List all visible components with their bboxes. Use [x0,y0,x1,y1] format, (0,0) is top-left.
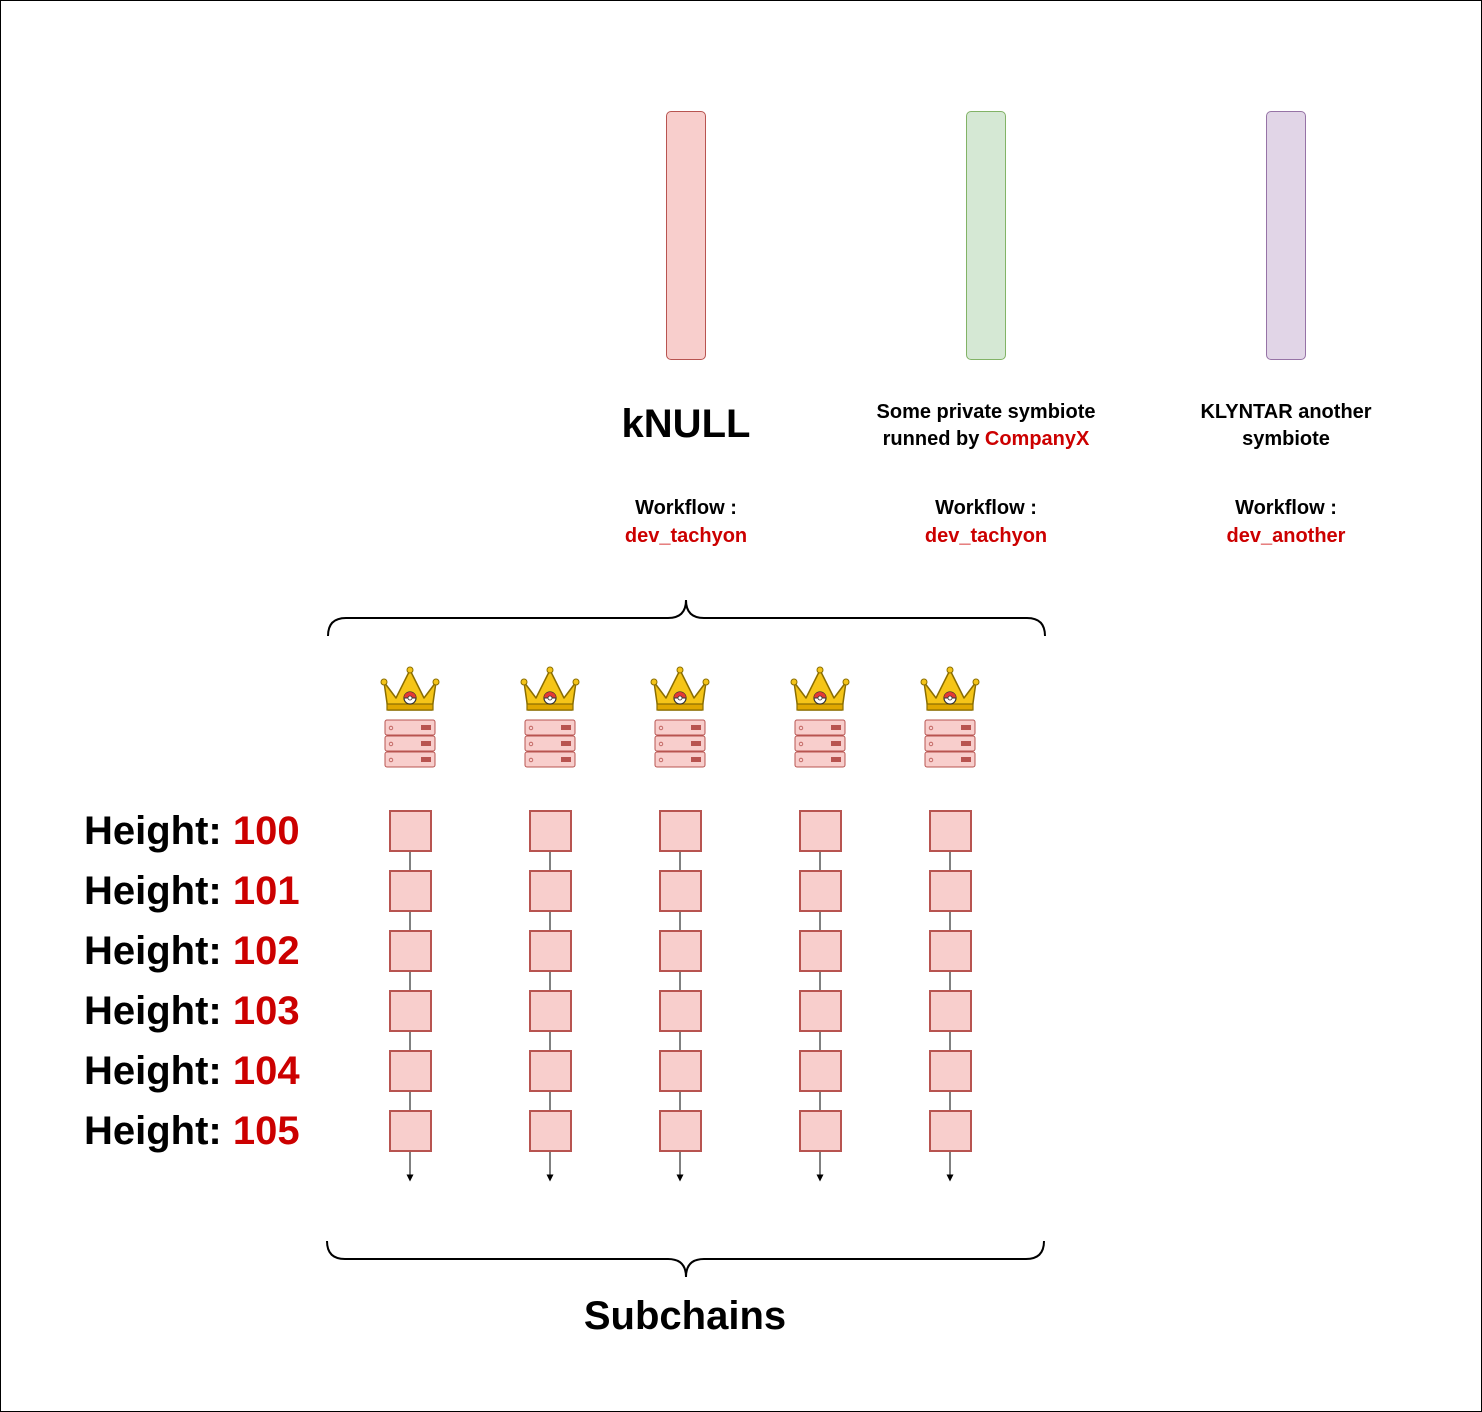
height-label-row: Height: 103 [84,991,300,1031]
crown-icon [380,666,440,711]
block [389,870,432,912]
subchain-column [650,666,710,1182]
block [389,930,432,972]
crown-icon [790,666,850,711]
height-label: Height: [84,1109,233,1153]
block [529,990,572,1032]
symbiote-title-private-line2: runned by CompanyX [856,426,1116,453]
symbiote-title-knull: kNULL [621,402,751,446]
height-value: 105 [232,1109,300,1153]
block [799,930,842,972]
block [659,870,702,912]
symbiote-title-another-line1: KLYNTAR another [1200,401,1372,423]
height-label: Height: [84,1049,233,1093]
height-label-row: Height: 104 [84,1051,300,1091]
block [529,810,572,852]
subchain-column [380,666,440,1182]
crown-icon [920,666,980,711]
block [529,870,572,912]
subchain-column [920,666,980,1182]
block [389,990,432,1032]
workflow-another: Workflow : dev_another [1166,494,1406,550]
height-value: 102 [232,929,300,973]
server-rack-icon [924,719,976,768]
crown-icon [520,666,580,711]
height-label: Height: [84,989,233,1033]
block [529,1110,572,1152]
subchains-caption: Subchains [583,1294,787,1338]
server-rack-icon [794,719,846,768]
symbiote-bar-another [1266,111,1306,360]
subchain-columns [380,666,980,1182]
bottom-brace [326,1240,1045,1278]
workflow-label: Workflow : [935,497,1037,519]
workflow-label: Workflow : [1235,497,1337,519]
height-value: 103 [232,989,300,1033]
block [799,1110,842,1152]
block [529,930,572,972]
workflow-private: Workflow : dev_tachyon [866,494,1106,550]
symbiote-title-another-line2: symbiote [1242,428,1330,450]
server-rack-icon [524,719,576,768]
subchain-column [790,666,850,1182]
block [799,990,842,1032]
block [799,1050,842,1092]
company-name: CompanyX [984,428,1090,450]
workflow-value: dev_tachyon [624,525,748,547]
height-value: 101 [232,869,300,913]
height-label: Height: [84,929,233,973]
height-label-row: Height: 105 [84,1111,300,1151]
block [929,1050,972,1092]
block [929,930,972,972]
block [929,990,972,1032]
block [389,1050,432,1092]
block [929,810,972,852]
block [389,1110,432,1152]
server-rack-icon [654,719,706,768]
symbiote-title-private-line1: Some private symbiote [876,401,1096,423]
height-label: Height: [84,809,233,853]
height-label-row: Height: 102 [84,931,300,971]
server-rack-icon [384,719,436,768]
block [929,870,972,912]
symbiote-title-another: KLYNTAR another symbiote [1166,399,1406,453]
symbiote-bar-private [966,111,1006,360]
top-brace [327,599,1046,637]
symbiote-title-private: Some private symbiote runned by CompanyX [856,399,1116,453]
subchain-column [520,666,580,1182]
crown-icon [650,666,710,711]
block [389,810,432,852]
block [659,1050,702,1092]
workflow-knull: Workflow : dev_tachyon [566,494,806,550]
height-value: 104 [232,1049,300,1093]
block [659,930,702,972]
height-label-row: Height: 100 [84,811,300,851]
workflow-label: Workflow : [635,497,737,519]
workflow-value: dev_another [1226,525,1346,547]
symbiote-bar-knull [666,111,706,360]
height-label: Height: [84,869,233,913]
workflow-value: dev_tachyon [924,525,1048,547]
block [659,990,702,1032]
block [929,1110,972,1152]
height-value: 100 [232,809,300,853]
block [659,1110,702,1152]
block [799,870,842,912]
runned-by-text: runned by [882,428,985,450]
block [659,810,702,852]
height-label-row: Height: 101 [84,871,300,911]
block [799,810,842,852]
block [529,1050,572,1092]
